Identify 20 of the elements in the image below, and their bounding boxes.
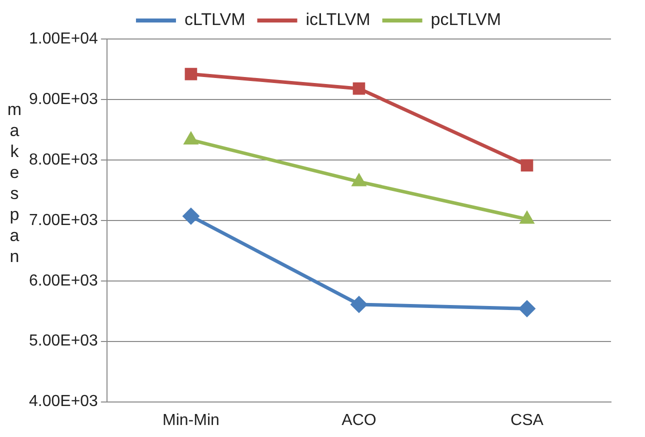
- y-tick-label: 8.00E+03: [29, 151, 98, 168]
- x-tick-label: Min-Min: [162, 412, 220, 429]
- point: [350, 296, 368, 313]
- x-tick-label: ACO: [342, 412, 376, 429]
- y-tick-label: 9.00E+03: [29, 90, 98, 108]
- y-tick-label: 1.00E+04: [29, 30, 98, 48]
- y-tick-label: 7.00E+03: [29, 212, 98, 229]
- point: [520, 159, 534, 172]
- point: [184, 68, 198, 80]
- y-tick-label: 6.00E+03: [29, 272, 98, 290]
- legend-label: icLTLVM: [306, 10, 370, 30]
- x-tick-label: CSA: [510, 412, 544, 429]
- point: [182, 208, 200, 225]
- y-axis-title: makespan: [4, 100, 25, 268]
- y-tick-label: 4.00E+03: [29, 393, 98, 410]
- point: [352, 82, 366, 95]
- legend-label: pcLTLVM: [430, 10, 502, 30]
- legend-label: cLTLVM: [184, 10, 246, 30]
- y-tick-label: 5.00E+03: [29, 332, 98, 350]
- point: [518, 300, 536, 318]
